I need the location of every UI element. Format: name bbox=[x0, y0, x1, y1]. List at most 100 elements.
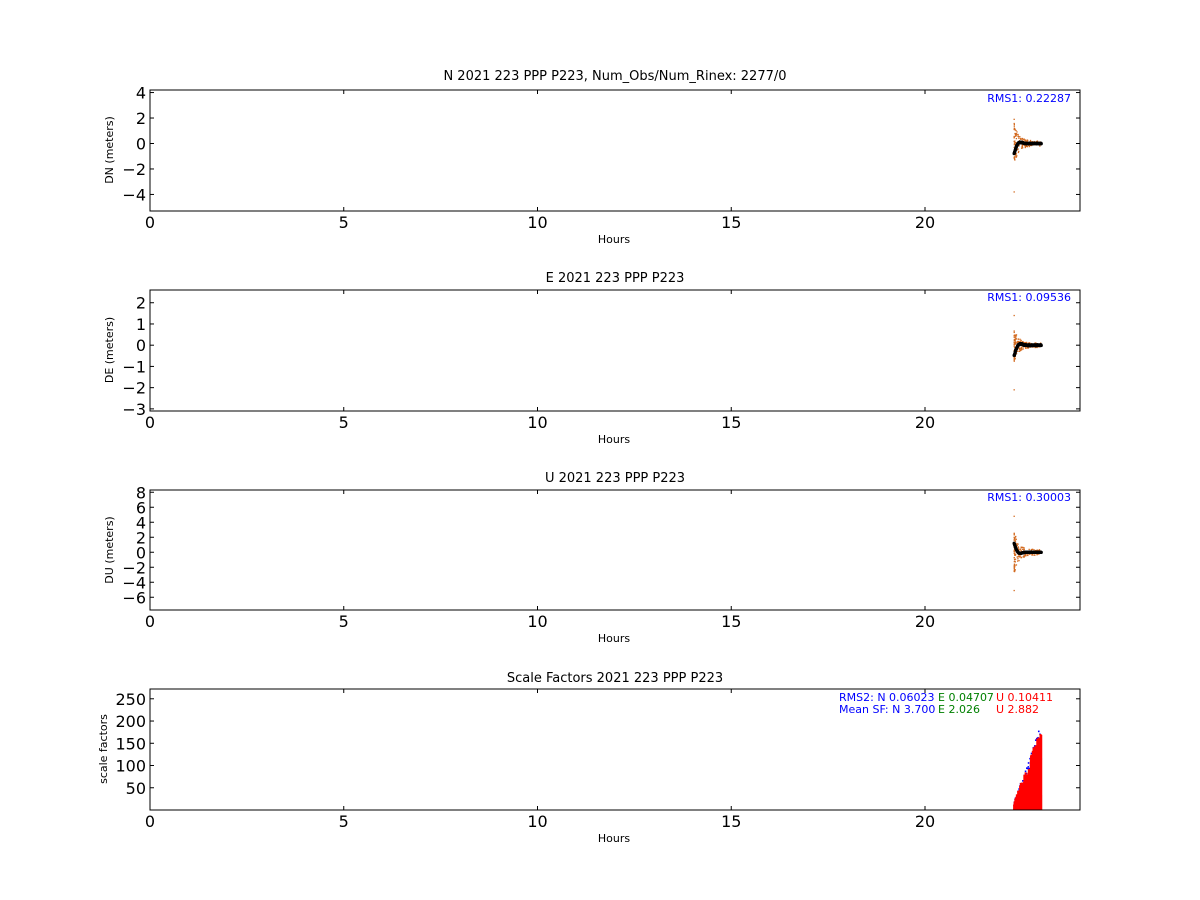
raw-spike-high bbox=[1013, 515, 1015, 517]
raw-point bbox=[1013, 141, 1016, 143]
x-tick-label: 0 bbox=[145, 612, 155, 631]
panel-sf-rms2-e: E 0.04707 bbox=[938, 691, 994, 704]
raw-point bbox=[1014, 133, 1017, 136]
raw-point bbox=[1014, 159, 1016, 161]
raw-point bbox=[1024, 144, 1026, 147]
panel-sf-mean-e: E 2.026 bbox=[938, 703, 980, 716]
raw-point bbox=[1027, 342, 1029, 344]
raw-point bbox=[1018, 139, 1021, 142]
raw-point bbox=[1015, 135, 1017, 137]
y-tick-label: −4 bbox=[122, 185, 146, 204]
raw-point bbox=[1016, 149, 1019, 151]
raw-point bbox=[1013, 158, 1016, 160]
raw-point bbox=[1015, 142, 1017, 144]
raw-point bbox=[1027, 554, 1029, 557]
raw-point bbox=[1021, 137, 1024, 140]
raw-point bbox=[1027, 346, 1030, 349]
panel-scale-factors: Scale Factors 2021 223 PPP P223 0 5 10 15 20… bbox=[97, 671, 1081, 845]
raw-point bbox=[1014, 569, 1016, 571]
raw-point bbox=[1024, 145, 1027, 148]
raw-point bbox=[1019, 556, 1021, 558]
y-tick-label: −2 bbox=[122, 379, 146, 398]
raw-point bbox=[1024, 341, 1027, 344]
raw-point bbox=[1021, 147, 1023, 149]
panel-n-xticks: 0 5 10 15 20 bbox=[145, 90, 935, 232]
raw-point bbox=[1029, 139, 1032, 142]
raw-point bbox=[1036, 140, 1039, 142]
raw-point bbox=[1015, 137, 1018, 140]
raw-point bbox=[1024, 553, 1027, 556]
raw-point bbox=[1018, 145, 1020, 147]
raw-point bbox=[1023, 549, 1025, 551]
raw-point bbox=[1018, 555, 1020, 557]
raw-point bbox=[1013, 534, 1015, 536]
raw-point bbox=[1015, 564, 1018, 566]
raw-point bbox=[1018, 548, 1020, 551]
raw-point bbox=[1018, 347, 1020, 349]
raw-point bbox=[1014, 553, 1017, 556]
x-tick-label: 0 bbox=[145, 413, 155, 432]
raw-point bbox=[1024, 146, 1026, 149]
panel-u-frame bbox=[149, 489, 1081, 611]
raw-point bbox=[1014, 135, 1017, 137]
raw-point bbox=[1022, 347, 1024, 349]
raw-point bbox=[1013, 127, 1015, 129]
y-tick-label: 2 bbox=[136, 294, 146, 313]
panel-sf-yticks: 50 100 150 200 250 bbox=[115, 690, 1080, 798]
raw-point bbox=[1021, 146, 1023, 148]
raw-spike-high bbox=[1013, 118, 1015, 120]
raw-point bbox=[1022, 546, 1024, 548]
x-tick-label: 15 bbox=[721, 213, 741, 232]
raw-point bbox=[1013, 548, 1016, 551]
raw-point bbox=[1018, 350, 1020, 353]
raw-point bbox=[1019, 136, 1021, 138]
raw-point bbox=[1013, 563, 1016, 565]
raw-point bbox=[1036, 346, 1038, 348]
raw-point bbox=[1022, 340, 1024, 343]
raw-point bbox=[1014, 143, 1016, 146]
raw-point bbox=[1039, 145, 1041, 147]
raw-point bbox=[1026, 346, 1029, 348]
raw-point bbox=[1015, 153, 1017, 156]
y-tick-label: 0 bbox=[136, 336, 146, 355]
raw-point bbox=[1036, 554, 1038, 556]
raw-point bbox=[1019, 338, 1021, 340]
raw-point bbox=[1017, 135, 1019, 138]
raw-point bbox=[1014, 552, 1016, 554]
x-tick-label: 20 bbox=[915, 213, 935, 232]
raw-point bbox=[1014, 140, 1016, 142]
raw-point bbox=[1028, 145, 1031, 148]
sf-point-n bbox=[1030, 752, 1033, 755]
raw-point bbox=[1020, 137, 1022, 140]
sf-point-n bbox=[1035, 737, 1038, 740]
raw-point bbox=[1013, 360, 1015, 362]
raw-point bbox=[1036, 140, 1038, 143]
panel-sf-mean-u: U 2.882 bbox=[996, 703, 1039, 716]
raw-point bbox=[1025, 145, 1028, 148]
raw-point bbox=[1019, 340, 1021, 342]
raw-point bbox=[1022, 144, 1024, 147]
raw-point bbox=[1017, 543, 1019, 545]
raw-point bbox=[1038, 549, 1041, 551]
panel-sf-frame bbox=[149, 688, 1081, 811]
raw-point bbox=[1013, 125, 1015, 127]
raw-point bbox=[1017, 148, 1019, 150]
raw-point bbox=[1038, 346, 1040, 348]
raw-point bbox=[1013, 343, 1016, 346]
raw-point bbox=[1014, 129, 1016, 131]
raw-point bbox=[1033, 549, 1035, 551]
raw-point bbox=[1014, 558, 1017, 560]
raw-point bbox=[1014, 334, 1016, 336]
raw-point bbox=[1015, 338, 1017, 340]
raw-point bbox=[1013, 549, 1016, 552]
raw-point bbox=[1020, 549, 1022, 551]
panel-n-title: N 2021 223 PPP P223, Num_Obs/Num_Rinex: … bbox=[443, 69, 786, 84]
raw-point bbox=[1022, 139, 1024, 141]
panel-e-frame bbox=[149, 289, 1081, 412]
raw-point bbox=[1031, 548, 1033, 551]
raw-point bbox=[1017, 151, 1020, 154]
raw-point bbox=[1014, 338, 1016, 341]
raw-point bbox=[1018, 348, 1021, 350]
raw-point bbox=[1020, 347, 1022, 350]
